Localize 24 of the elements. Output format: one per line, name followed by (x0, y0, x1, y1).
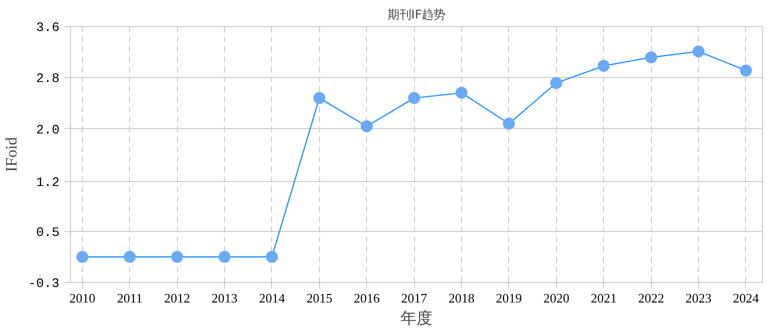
x-tick-label: 2018 (448, 290, 475, 306)
y-tick-label: -0.3 (28, 276, 60, 291)
x-tick-label: 2016 (354, 290, 380, 306)
y-axis-title: IFoid (3, 137, 20, 172)
x-tick-label: 2013 (212, 290, 238, 306)
x-tick-label: 2014 (258, 290, 286, 306)
y-tick-label: 0.5 (36, 224, 60, 240)
x-tick-label: 2015 (306, 290, 332, 306)
x-tick-label: 2012 (164, 290, 190, 306)
y-tick-label: 2.8 (36, 71, 60, 86)
x-tick-label: 2019 (496, 290, 522, 306)
x-tick-label: 2017 (401, 290, 428, 306)
x-tick-label: 2024 (732, 290, 760, 306)
x-tick-label: 2010 (69, 290, 96, 306)
y-tick-label: 3.6 (36, 20, 60, 35)
x-tick-label: 2023 (686, 290, 712, 306)
x-tick-label: 2022 (638, 290, 664, 306)
x-tick-label: 2020 (543, 290, 570, 306)
y-tick-label: 2.0 (36, 122, 60, 138)
x-tick-label: 2021 (590, 290, 617, 306)
y-tick-label: 1.2 (36, 174, 60, 190)
x-axis-title: 年度 (400, 310, 432, 328)
chart-title: 期刊IF趋势 (387, 8, 446, 22)
x-tick-label: 2011 (116, 290, 143, 306)
